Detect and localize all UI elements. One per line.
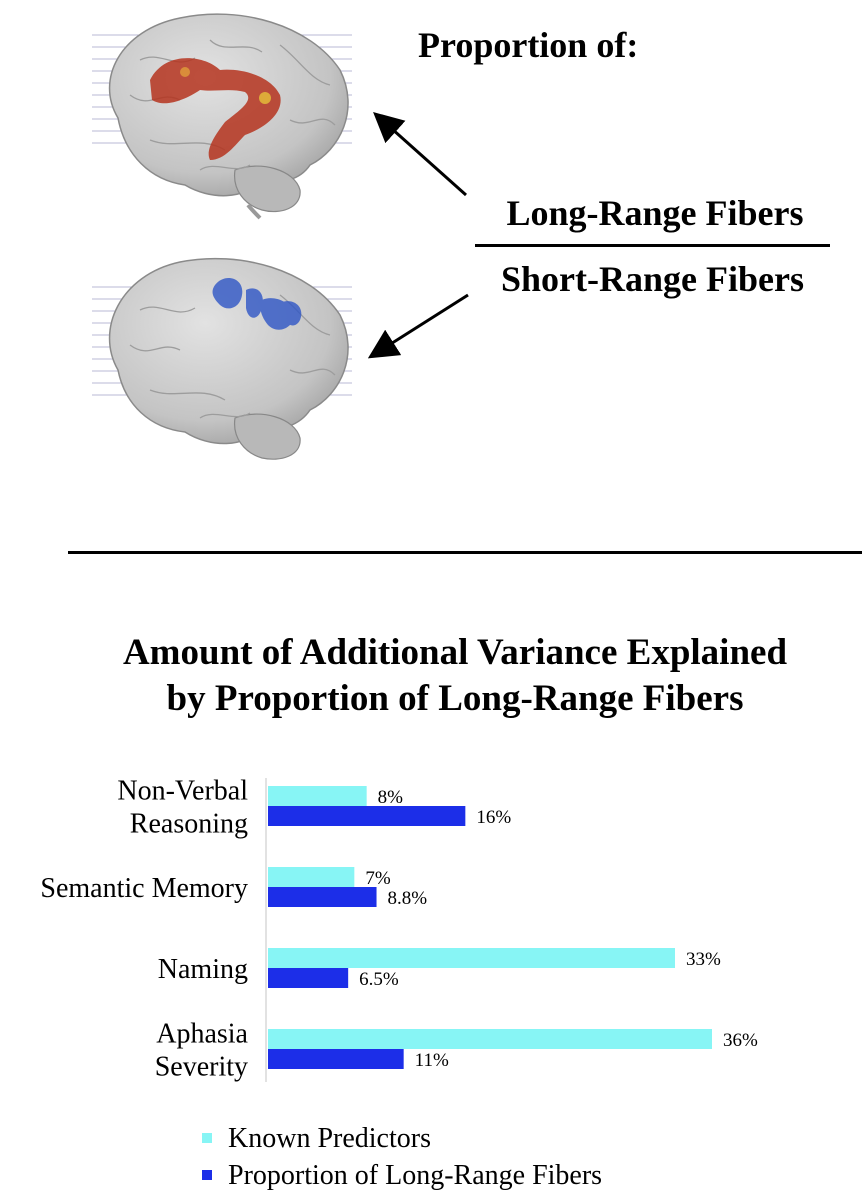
- chart-title: Amount of Additional Variance Explained …: [60, 630, 850, 722]
- bar-known-predictors: [268, 948, 675, 968]
- chart-title-line-1: Amount of Additional Variance Explained: [122, 632, 788, 673]
- bar-long-range-fibers: [268, 806, 466, 826]
- category-label: Semantic Memory: [40, 873, 248, 904]
- data-label: 6.5%: [359, 969, 399, 990]
- category-label: Aphasia: [156, 1019, 248, 1050]
- category-group: 7%8.8% Semantic Memory: [40, 867, 427, 909]
- fraction-bar: [475, 244, 830, 247]
- data-label: 8.8%: [388, 888, 428, 909]
- category-group: 33% 6.5% Naming: [158, 948, 721, 990]
- data-label: 7%: [365, 868, 391, 889]
- category-label: Naming: [158, 954, 248, 985]
- fraction-numerator: Long-Range Fibers: [506, 193, 804, 233]
- bar-known-predictors: [268, 1029, 712, 1049]
- category-label: Non-Verbal: [117, 776, 248, 807]
- data-label: 11%: [415, 1050, 449, 1071]
- data-label: 33%: [686, 949, 721, 970]
- bar-long-range-fibers: [268, 887, 377, 907]
- bar-known-predictors: [268, 867, 355, 887]
- bar-known-predictors: [268, 786, 367, 806]
- chart-title-line-2: by Proportion of Long-Range Fibers: [166, 678, 744, 719]
- brain-bottom: [92, 257, 352, 460]
- legend-swatch-long-range-fibers: [202, 1169, 212, 1180]
- brain-bottom-short-range-highlight: [212, 277, 302, 330]
- bar-long-range-fibers: [268, 968, 349, 988]
- proportion-heading: Proportion of:: [418, 25, 639, 65]
- legend-label-known-predictors: Known Predictors: [228, 1123, 431, 1154]
- data-label: 8%: [378, 787, 404, 808]
- category-label: Severity: [155, 1052, 248, 1083]
- brain-top: [92, 13, 352, 220]
- legend-label-long-range-fibers: Proportion of Long-Range Fibers: [228, 1160, 603, 1191]
- section-divider: [68, 551, 862, 554]
- arrow-to-bottom-brain: [367, 293, 469, 359]
- brain-top-long-range-highlight: [150, 58, 281, 160]
- brain-illustrations: [92, 13, 469, 460]
- fraction-denominator: Short-Range Fibers: [501, 259, 804, 299]
- data-label: 36%: [723, 1030, 758, 1051]
- legend-item-known-predictors: Known Predictors: [202, 1123, 842, 1155]
- arrow-to-top-brain: [373, 112, 467, 197]
- category-label: Reasoning: [130, 809, 248, 840]
- legend-swatch-known-predictors: [202, 1132, 212, 1143]
- legend-item-long-range-fibers: Proportion of Long-Range Fibers: [202, 1160, 842, 1192]
- data-label: 16%: [476, 807, 511, 828]
- bar-long-range-fibers: [268, 1049, 404, 1069]
